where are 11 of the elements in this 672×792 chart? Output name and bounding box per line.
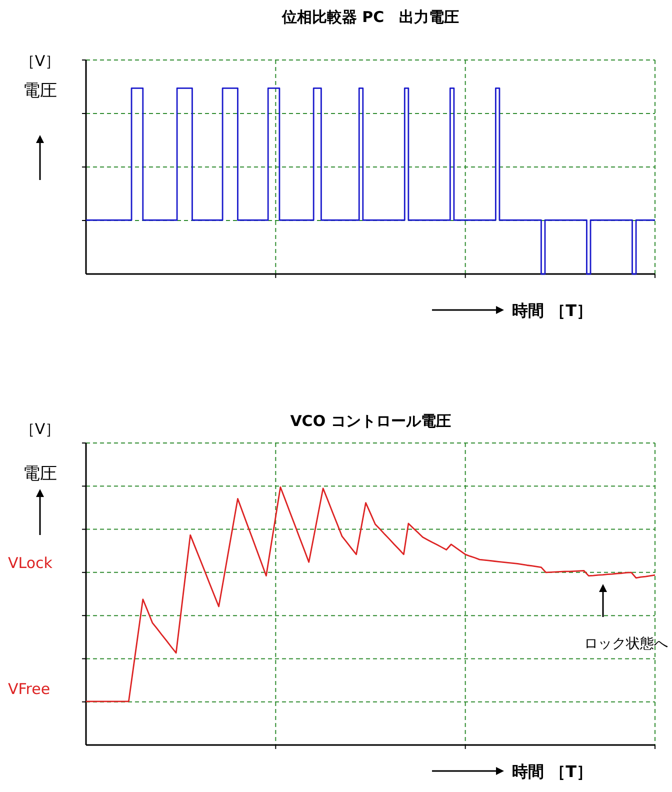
annotation: ロック状態へ: [584, 636, 668, 652]
text: ［V］: [20, 420, 60, 438]
text: ［V］: [20, 52, 60, 70]
text: VFree: [8, 680, 50, 698]
y-axis-title: 電圧: [23, 81, 57, 101]
chart-title: VCO コントロール電圧: [290, 412, 451, 430]
x-axis-title: 時間 ［T］: [512, 301, 592, 320]
text: VLock: [8, 554, 53, 572]
y-axis-title: 電圧: [23, 464, 57, 484]
x-axis-title: 時間 ［T］: [512, 762, 592, 781]
chart-title: 位相比較器 PC 出力電圧: [280, 8, 460, 26]
